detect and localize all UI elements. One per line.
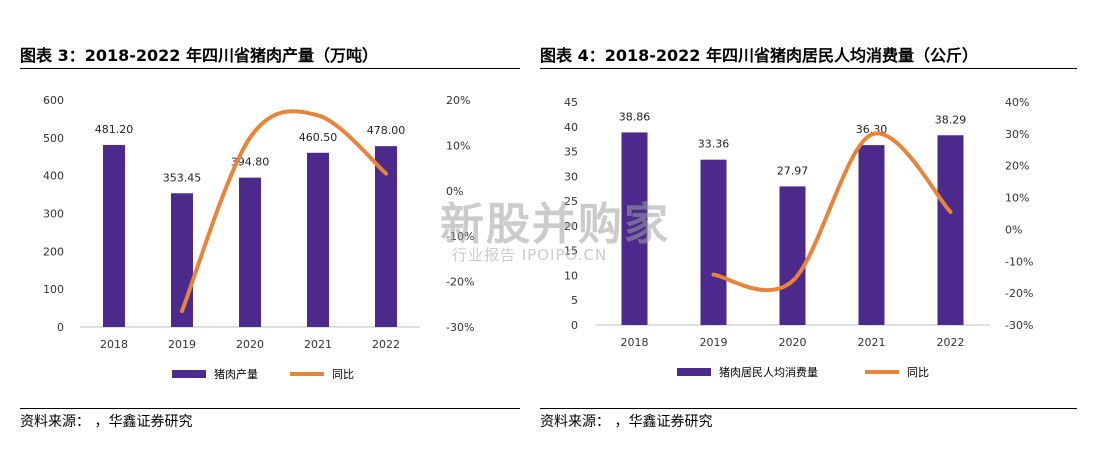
watermark: 新股并购家 行业报告 IPOIPO.CN	[440, 188, 670, 278]
y2-tick-label: 20%	[1005, 160, 1029, 173]
y-tick-label: 20	[564, 220, 578, 233]
x-tick-label: 2022	[937, 336, 965, 349]
y-tick-label: 300	[43, 208, 64, 221]
y-tick-label: 0	[571, 319, 578, 332]
left-source-note: 资料来源： ，华鑫证券研究	[20, 414, 193, 430]
left-figure: 图表 3：2018-2022 年四川省猪肉产量（万吨） 0 100 200 300 40…	[0, 0, 540, 457]
y2-tick-label: -30%	[446, 321, 474, 334]
yoy-line	[180, 109, 388, 314]
x-tick-label: 2018	[621, 336, 649, 349]
y-tick-label: 100	[43, 283, 64, 296]
yoy-line	[711, 131, 953, 293]
right-title-rule	[540, 68, 1077, 69]
y-tick-label: 400	[43, 170, 64, 183]
right-figure-title: 图表 4：2018-2022 年四川省猪肉居民人均消费量（公斤）	[540, 46, 978, 65]
pork-production-chart: 0 100 200 300 400 500 600 -30% -20% -10% 0% 10% 20% 2…	[43, 94, 474, 381]
y2-tick-label: -30%	[1005, 319, 1033, 332]
bar	[239, 177, 261, 327]
y-tick-label: 25	[564, 195, 578, 208]
y-tick-label: 200	[43, 245, 64, 258]
y2-tick-label: 40%	[1005, 96, 1029, 109]
y-tick-label: 600	[43, 94, 64, 107]
bar-data-label: 38.29	[935, 113, 967, 126]
bar-data-label: 460.50	[299, 131, 338, 144]
y-tick-label: 10	[564, 269, 578, 282]
bar	[858, 145, 885, 325]
y-tick-label: 45	[564, 96, 578, 109]
legend-bar-swatch	[172, 370, 206, 378]
y-tick-label: 500	[43, 132, 64, 145]
y2-tick-label: -20%	[446, 276, 474, 289]
y2-tick-label: 20%	[446, 94, 470, 107]
y-tick-label: 0	[57, 321, 64, 334]
y2-tick-label: 0%	[446, 185, 463, 198]
y-tick-label: 5	[571, 294, 578, 307]
y-tick-label: 35	[564, 146, 578, 159]
watermark-main: 新股并购家	[440, 199, 670, 250]
legend-bar-label: 猪肉居民人均消费量	[719, 365, 818, 379]
legend-line-label: 同比	[907, 366, 929, 379]
bar	[307, 152, 329, 327]
y-tick-label: 40	[564, 121, 578, 134]
x-tick-label: 2019	[700, 336, 728, 349]
bar	[779, 186, 806, 325]
bar-data-label: 353.45	[163, 171, 202, 184]
bar-data-label: 27.97	[777, 164, 809, 177]
x-tick-label: 2020	[779, 336, 807, 349]
legend-bar-swatch	[677, 368, 711, 376]
legend-line-label: 同比	[332, 368, 354, 381]
bar	[103, 144, 125, 327]
bar-data-label: 38.86	[619, 110, 651, 123]
x-tick-label: 2020	[236, 338, 264, 351]
bar-data-label: 33.36	[698, 138, 730, 151]
bar	[700, 159, 727, 325]
y2-tick-label: -20%	[1005, 287, 1033, 300]
y-tick-label: 15	[564, 245, 578, 258]
x-tick-label: 2022	[372, 338, 400, 351]
y2-tick-label: -10%	[1005, 255, 1033, 268]
y2-tick-label: 10%	[446, 139, 470, 152]
x-tick-label: 2021	[858, 336, 886, 349]
right-source-note: 资料来源： ，华鑫证券研究	[540, 414, 713, 430]
bar	[621, 132, 648, 325]
left-figure-title: 图表 3：2018-2022 年四川省猪肉产量（万吨）	[20, 46, 378, 65]
pork-consumption-chart: 0 5 10 15 20 25 30 35 40 45 -30% -20% -10% 0% 10% 20% 30…	[564, 96, 1033, 379]
bar	[937, 135, 964, 325]
y2-tick-label: -10%	[446, 230, 474, 243]
left-title-rule	[20, 68, 520, 69]
x-tick-label: 2019	[168, 338, 196, 351]
y2-tick-label: 10%	[1005, 192, 1029, 205]
right-figure: 图表 4：2018-2022 年四川省猪肉居民人均消费量（公斤） 0 5 10 15 2…	[540, 0, 1097, 457]
bar	[375, 146, 397, 327]
watermark-sub: 行业报告 IPOIPO.CN	[452, 246, 608, 264]
y2-tick-label: 0%	[1005, 223, 1022, 236]
y-tick-label: 30	[564, 170, 578, 183]
right-source-rule	[540, 408, 1077, 409]
x-tick-label: 2018	[100, 338, 128, 351]
y2-tick-label: 30%	[1005, 128, 1029, 141]
left-source-rule	[20, 408, 520, 409]
legend-bar-label: 猪肉产量	[214, 367, 258, 381]
bar-data-label: 478.00	[367, 124, 406, 137]
x-tick-label: 2021	[304, 338, 332, 351]
bar-data-label: 481.20	[95, 123, 134, 136]
